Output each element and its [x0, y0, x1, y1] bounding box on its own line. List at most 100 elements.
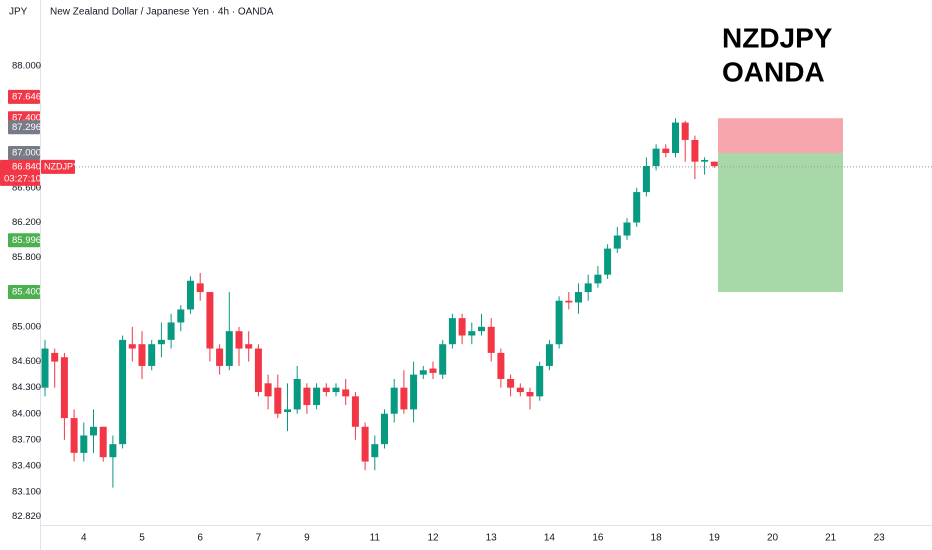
x-tick-label: 4 [81, 533, 87, 544]
y-tick-label: 85.800 [12, 252, 41, 263]
candle-body [128, 344, 136, 349]
y-tick-label: 83.700 [12, 434, 41, 445]
candle-body [167, 322, 175, 340]
candle-body [187, 280, 194, 310]
candle-body [623, 222, 631, 236]
y-tick-label: 85.000 [12, 321, 41, 332]
price-badge-label: 87.400 [12, 113, 41, 124]
price-badge [8, 233, 40, 248]
candle-body [70, 418, 78, 453]
x-tick-label: 14 [544, 533, 556, 544]
candle-body [662, 148, 670, 153]
symbol-label: NZDJPY [44, 161, 79, 171]
candle-body [303, 387, 311, 406]
candle-body [225, 331, 233, 366]
candle-body [342, 389, 350, 397]
candle-body [545, 344, 553, 366]
candle-body [681, 122, 689, 140]
candle-body [536, 365, 544, 397]
chart-title: New Zealand Dollar / Japanese Yen · 4h ·… [50, 7, 274, 18]
x-tick-label: 20 [767, 533, 779, 544]
x-tick-label: 13 [486, 533, 498, 544]
candle-body [313, 387, 321, 406]
candle-body [99, 426, 107, 458]
candle-body [264, 383, 272, 397]
candle-body [594, 274, 602, 284]
candle-body [381, 413, 388, 445]
candle-body [526, 392, 534, 397]
y-tick-label: 83.100 [12, 486, 41, 497]
candle-body [206, 292, 214, 349]
candle-body [51, 352, 59, 362]
candle-body [148, 344, 156, 366]
candle-body [429, 368, 437, 373]
y-tick-label: 84.600 [12, 356, 41, 367]
price-badge [8, 120, 40, 135]
x-tick-label: 16 [592, 533, 604, 544]
candle-body [284, 409, 291, 413]
candle-body [633, 192, 641, 223]
x-tick-label: 21 [825, 533, 837, 544]
candle-body [497, 352, 505, 379]
candle-body [507, 378, 515, 388]
candle-body [468, 331, 476, 336]
candle-body [691, 139, 699, 162]
symbol-badge [41, 159, 75, 174]
x-tick-label: 6 [197, 533, 203, 544]
candle-body [235, 331, 243, 349]
candle-body [157, 339, 165, 345]
price-badge [8, 89, 40, 104]
x-tick-label: 19 [709, 533, 721, 544]
candle-body [390, 387, 398, 414]
candle-body [361, 426, 369, 462]
y-tick-label: 84.000 [12, 408, 41, 419]
price-badge-label: 87.000 [12, 147, 41, 158]
current-badge-label: 86.840 [12, 161, 41, 172]
candle-body [351, 396, 359, 427]
price-badge-label: 87.646 [12, 91, 41, 102]
x-tick-label: 7 [256, 533, 262, 544]
target-zone [718, 152, 843, 293]
watermark: OANDA [722, 56, 825, 87]
candle-body [584, 283, 592, 293]
candle-body [710, 161, 718, 167]
x-tick-label: 12 [427, 533, 439, 544]
candle-body [60, 357, 68, 419]
candle-body [109, 444, 117, 458]
y-tick-label: 88.000 [12, 61, 41, 72]
x-tick-label: 5 [139, 533, 145, 544]
candle-body [293, 378, 301, 410]
price-badge [8, 145, 40, 160]
x-tick-label: 23 [874, 533, 886, 544]
candle-body [642, 166, 650, 193]
candle-body [254, 348, 262, 393]
price-badge-label: 87.296 [12, 122, 41, 133]
candle-body [196, 283, 204, 293]
candle-body [90, 426, 97, 436]
candle-body [487, 326, 495, 353]
candle-body [604, 248, 612, 275]
candle-body [652, 148, 660, 167]
candle-body [458, 318, 466, 336]
candle-body [555, 300, 563, 345]
candle-body [672, 122, 679, 153]
y-tick-label: 86.200 [12, 217, 41, 228]
x-tick-label: 9 [304, 533, 310, 544]
candle-body [439, 344, 447, 375]
y-tick-label: 83.400 [12, 460, 41, 471]
candle-body [565, 300, 573, 303]
stop-zone [718, 118, 843, 153]
candle-body [613, 235, 621, 249]
current-badge [0, 159, 40, 186]
candle-body [41, 348, 49, 388]
candle-body [119, 339, 127, 445]
candle-body [516, 387, 524, 393]
price-badge-label: 85.400 [12, 287, 41, 298]
candle-body [80, 435, 88, 453]
x-tick-label: 18 [651, 533, 663, 544]
candle-body [701, 159, 709, 162]
currency-label: JPY [9, 7, 28, 18]
candle-body [575, 292, 582, 303]
candle-body [371, 444, 379, 458]
